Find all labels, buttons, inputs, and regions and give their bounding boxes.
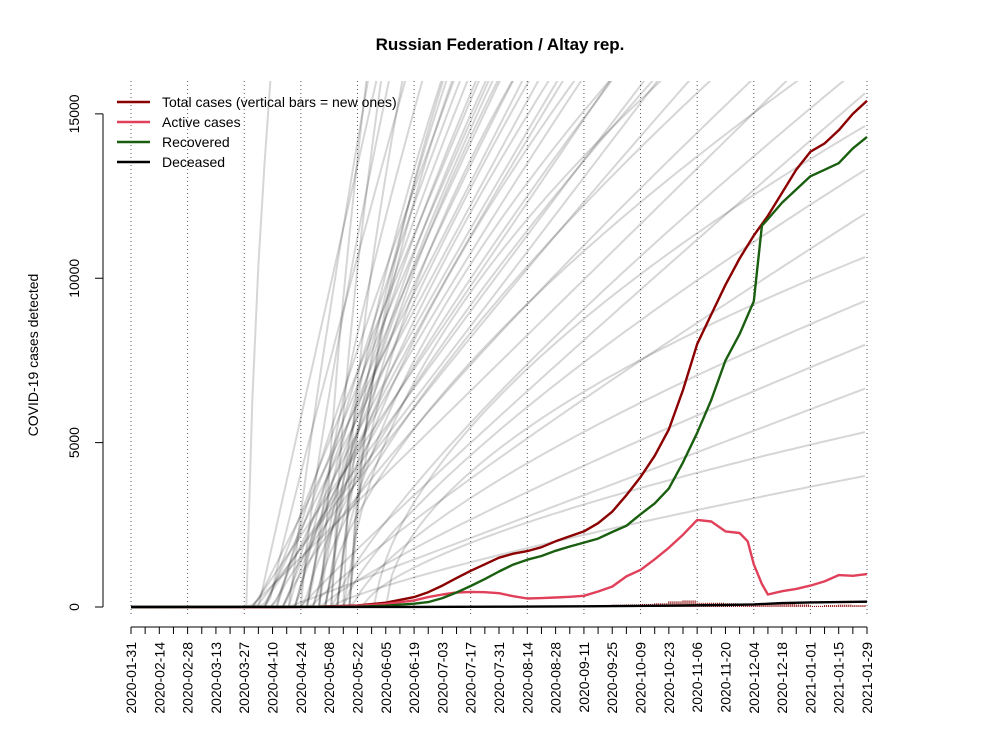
x-tick-label: 2020-12-04 — [746, 642, 762, 714]
y-tick-label: 15000 — [66, 94, 82, 133]
background-curve — [131, 81, 788, 608]
series-lines — [130, 99, 868, 609]
vertical-gridlines — [130, 81, 868, 615]
y-axis: 0 5000 10000 15000 — [66, 94, 104, 611]
x-tick-label: 2020-08-14 — [519, 642, 535, 714]
background-curve — [131, 81, 272, 608]
x-tick-label: 2020-07-31 — [491, 642, 507, 714]
x-tick-label: 2020-09-25 — [604, 642, 620, 714]
x-tick-label: 2020-10-23 — [661, 642, 677, 714]
y-tick-label: 5000 — [66, 427, 82, 458]
x-tick-label: 2020-07-03 — [434, 642, 450, 714]
legend: Total cases (vertical bars = new ones) Ac… — [117, 94, 397, 170]
x-tick-label: 2020-10-09 — [633, 642, 649, 714]
legend-label: Recovered — [162, 134, 230, 150]
legend-label: Deceased — [162, 154, 225, 170]
x-axis: 2020-01-31 2020-02-14 2020-02-28 2020-03-13… — [123, 626, 875, 714]
x-tick-label: 2020-02-14 — [151, 642, 167, 714]
x-tick-label: 2020-11-06 — [689, 642, 705, 713]
x-tick-label: 2020-12-18 — [774, 642, 790, 714]
x-tick-label: 2020-07-17 — [463, 642, 479, 714]
y-tick-label: 0 — [66, 603, 82, 611]
x-tick-label: 2020-05-22 — [350, 642, 366, 714]
series-line-2 — [130, 135, 868, 609]
chart-title: Russian Federation / Altay rep. — [376, 35, 625, 54]
series-line-1 — [131, 518, 868, 609]
x-tick-label: 2020-04-10 — [265, 642, 281, 714]
x-tick-label: 2020-03-27 — [236, 642, 252, 714]
x-tick-label: 2020-03-13 — [208, 642, 224, 714]
x-tick-label: 2020-08-28 — [548, 642, 564, 714]
x-tick-label: 2020-06-19 — [406, 642, 422, 714]
x-tick-label: 2021-01-29 — [859, 642, 875, 714]
y-axis-label: COVID-19 cases detected — [25, 274, 41, 437]
x-tick-label: 2021-01-15 — [831, 642, 847, 714]
x-tick-label: 2020-02-28 — [180, 642, 196, 714]
x-tick-label: 2020-04-24 — [293, 642, 309, 714]
x-tick-label: 2020-11-20 — [718, 642, 734, 713]
x-tick-label: 2020-05-08 — [321, 642, 337, 714]
x-tick-label: 2020-01-31 — [123, 642, 139, 714]
y-tick-label: 10000 — [66, 259, 82, 298]
background-curve — [131, 81, 612, 608]
x-tick-label: 2020-06-05 — [378, 642, 394, 714]
legend-label: Active cases — [162, 114, 241, 130]
series-line-0 — [131, 99, 868, 609]
series-line-3 — [130, 600, 868, 609]
x-tick-label: 2021-01-01 — [802, 642, 818, 714]
legend-label: Total cases (vertical bars = new ones) — [162, 94, 397, 110]
x-tick-label: 2020-09-11 — [576, 642, 592, 713]
